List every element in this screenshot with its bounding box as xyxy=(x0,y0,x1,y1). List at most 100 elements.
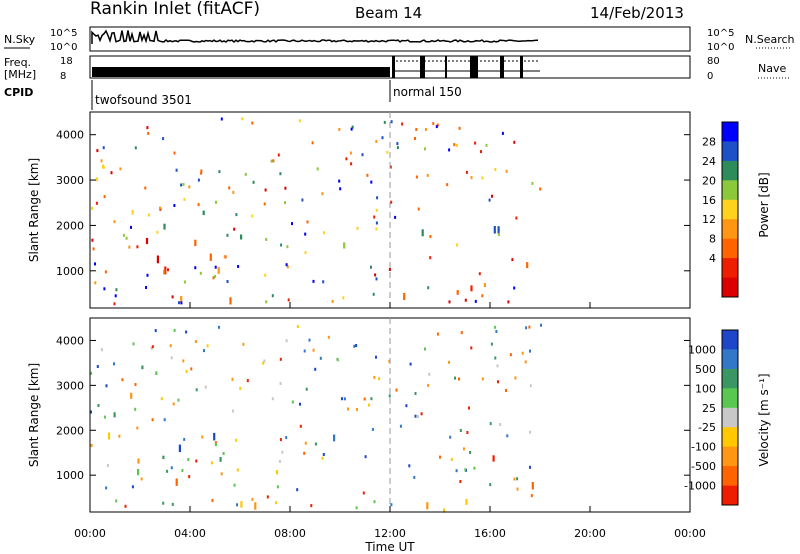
heatmap-cell xyxy=(314,367,317,371)
colorbar-tick-label: 28 xyxy=(702,135,716,148)
heatmap-cell xyxy=(426,502,429,510)
heatmap-cell xyxy=(459,480,462,483)
heatmap-cell xyxy=(94,281,97,285)
heatmap-cell xyxy=(364,455,367,459)
heatmap-cell xyxy=(351,125,354,129)
heatmap-cell xyxy=(350,162,353,166)
colorbar-swatch xyxy=(722,388,738,409)
velocity-yaxis: 4000 3000 2000 1000 xyxy=(56,335,690,482)
heatmap-cell xyxy=(287,298,290,302)
heatmap-cell xyxy=(388,359,391,363)
heatmap-cell xyxy=(190,367,193,371)
heatmap-cell xyxy=(220,472,223,476)
freq-marker xyxy=(392,56,395,78)
colorbar-swatch xyxy=(722,349,738,370)
colorbar-swatch xyxy=(722,368,738,389)
heatmap-cell xyxy=(488,198,491,202)
heatmap-cell xyxy=(529,349,531,353)
heatmap-cell xyxy=(251,121,254,125)
heatmap-cell xyxy=(223,255,226,259)
heatmap-cell xyxy=(373,215,376,219)
x-tick-label: 00:00 xyxy=(674,527,706,540)
heatmap-cell xyxy=(526,262,529,269)
heatmap-cell xyxy=(113,412,116,418)
heatmap-cell xyxy=(362,491,365,495)
freq-tick-top: 18 xyxy=(60,56,73,67)
heatmap-cell xyxy=(376,196,379,200)
y-tick-label: 2000 xyxy=(56,424,84,437)
x-tick-label: 12:00 xyxy=(374,527,406,540)
heatmap-cell xyxy=(103,415,106,419)
heatmap-cell xyxy=(119,167,122,171)
heatmap-cell xyxy=(155,371,158,375)
heatmap-cell xyxy=(181,469,184,472)
heatmap-cell xyxy=(371,427,374,431)
heatmap-cell xyxy=(241,117,244,121)
heatmap-cell xyxy=(232,409,235,413)
heatmap-cell xyxy=(169,344,172,348)
heatmap-cell xyxy=(464,468,467,472)
heatmap-cell xyxy=(90,410,92,414)
y-tick-label: 4000 xyxy=(56,129,84,142)
heatmap-cell xyxy=(170,356,173,360)
heatmap-cell xyxy=(455,469,458,473)
heatmap-cell xyxy=(235,438,238,442)
heatmap-cell xyxy=(298,119,301,123)
heatmap-cell xyxy=(505,389,507,392)
heatmap-cell xyxy=(262,361,265,365)
heatmap-cell xyxy=(529,430,532,434)
station-title: Rankin Inlet (fitACF) xyxy=(90,0,260,19)
heatmap-cell xyxy=(497,226,500,234)
heatmap-cell xyxy=(285,263,288,267)
heatmap-cell xyxy=(182,183,185,186)
heatmap-cell xyxy=(530,494,533,498)
heatmap-cell xyxy=(100,348,103,352)
heatmap-cell xyxy=(162,501,165,505)
beam-title: Beam 14 xyxy=(355,4,422,22)
heatmap-cell xyxy=(370,180,373,184)
heatmap-cell xyxy=(308,338,311,342)
heatmap-cell xyxy=(427,286,430,290)
heatmap-cell xyxy=(212,276,215,280)
heatmap-cell xyxy=(473,466,476,470)
heatmap-cell xyxy=(497,380,499,384)
heatmap-cell xyxy=(531,482,534,490)
heatmap-cell xyxy=(125,236,128,240)
heatmap-cell xyxy=(299,402,301,406)
heatmap-cell xyxy=(113,302,116,306)
heatmap-cell xyxy=(240,501,243,508)
nsky-trace xyxy=(91,29,539,44)
nsearch-tick-top: 10^5 xyxy=(707,28,734,39)
heatmap-cell xyxy=(489,483,492,487)
heatmap-cell xyxy=(456,243,459,247)
heatmap-cell xyxy=(343,397,346,401)
heatmap-cell xyxy=(113,220,116,224)
heatmap-cell xyxy=(185,330,188,334)
heatmap-cell xyxy=(118,434,121,438)
heatmap-cell xyxy=(170,466,173,470)
heatmap-cell xyxy=(350,127,353,131)
heatmap-cell xyxy=(501,131,504,135)
nsky-panel-frame xyxy=(89,26,691,52)
heatmap-cell xyxy=(199,271,202,275)
heatmap-cell xyxy=(91,206,93,210)
heatmap-cell xyxy=(497,233,500,236)
heatmap-cell xyxy=(222,452,225,455)
colorbar-swatch xyxy=(722,330,738,350)
heatmap-cell xyxy=(197,203,200,207)
heatmap-cell xyxy=(279,438,282,442)
heatmap-cell xyxy=(327,335,330,339)
heatmap-cell xyxy=(496,364,499,368)
colorbar-swatch xyxy=(722,427,738,448)
heatmap-cell xyxy=(513,477,516,481)
heatmap-cell xyxy=(251,497,254,501)
heatmap-cell xyxy=(304,232,307,236)
heatmap-cell xyxy=(285,339,288,343)
heatmap-cell xyxy=(370,397,373,401)
heatmap-cell xyxy=(203,349,205,353)
heatmap-cell xyxy=(338,179,341,183)
heatmap-cell xyxy=(316,167,319,171)
heatmap-cell xyxy=(305,387,308,391)
heatmap-cell xyxy=(263,359,266,363)
heatmap-cell xyxy=(345,157,348,161)
